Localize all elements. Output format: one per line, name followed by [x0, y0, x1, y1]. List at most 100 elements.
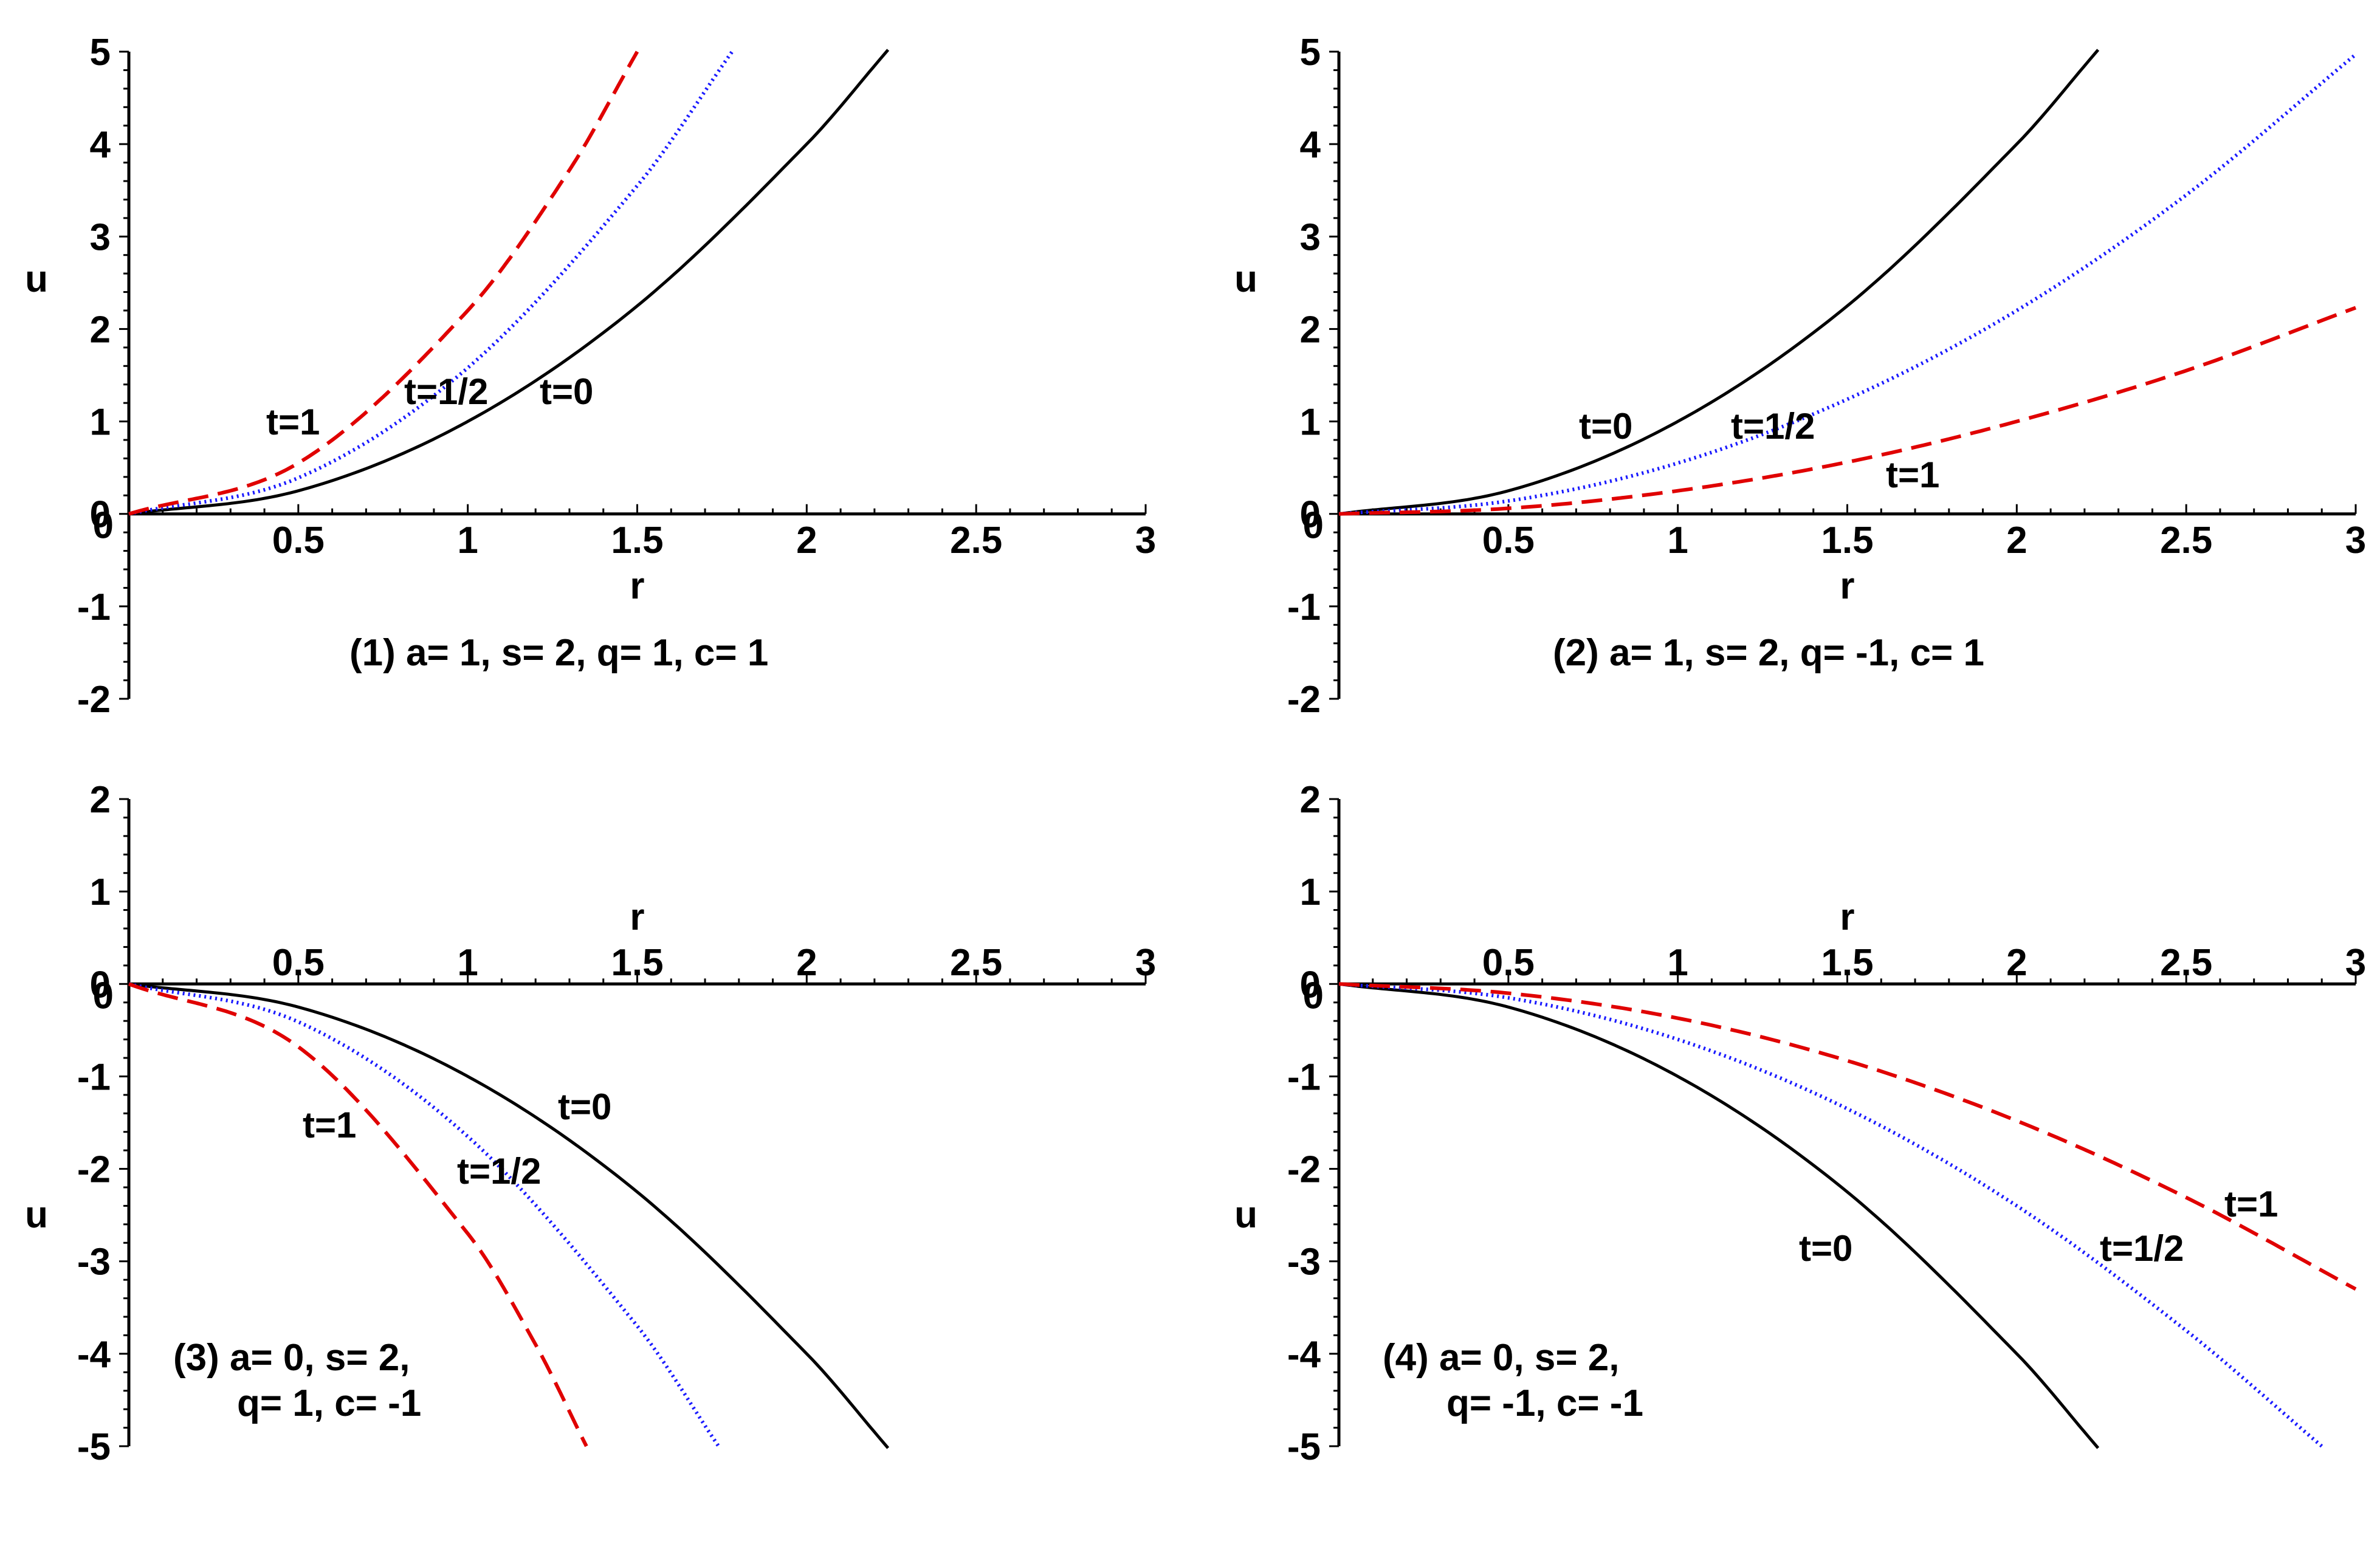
origin-label: 0 [93, 505, 114, 547]
curve-annotation: t=0 [540, 371, 593, 412]
panel-caption: (3) a= 0, s= 2, [173, 1337, 410, 1379]
x-tick-label: 1 [1667, 942, 1688, 984]
panel-caption: (4) a= 0, s= 2, [1383, 1337, 1619, 1379]
x-tick-label: 3 [1135, 520, 1156, 561]
x-tick-label: 3 [2345, 520, 2366, 561]
x-tick-label: 1 [457, 520, 478, 561]
x-tick-label: 2.5 [950, 520, 1002, 561]
x-tick-label: 0.5 [1482, 520, 1535, 561]
series-line-t1-2 [1338, 982, 2323, 1448]
x-tick-label: 1 [1667, 520, 1688, 561]
y-tick-label: 2 [90, 779, 111, 821]
x-tick-label: 2 [2006, 520, 2027, 561]
curve-annotation: t=1 [303, 1105, 356, 1145]
y-tick-label: 0 [1300, 494, 1321, 536]
x-tick-label: 3 [2345, 942, 2366, 984]
panel-caption: q= 1, c= -1 [237, 1382, 421, 1424]
series-line-t1-2 [128, 982, 720, 1447]
x-tick-label: 3 [1135, 942, 1156, 984]
curve-annotation: t=1/2 [404, 371, 488, 412]
panel-caption: (2) a= 1, s= 2, q= -1, c= 1 [1553, 632, 1984, 674]
x-tick-label: 1.5 [611, 942, 663, 984]
x-tick-label: 2.5 [2160, 942, 2212, 984]
panel-1-chart: 5 4 3 2 1 0 -1 -2 0.5 1 1.5 2 2.5 3 0 r u t=1 t=1/2 t=0 (1) … [25, 32, 1156, 721]
curve-annotation: t=1/2 [1731, 406, 1815, 447]
x-tick-label: 0.5 [1482, 942, 1535, 984]
y-tick-label: 2 [1300, 309, 1321, 351]
x-axis-label: r [1840, 565, 1854, 607]
y-tick-label: 4 [90, 124, 111, 166]
y-tick-label: 2 [90, 309, 111, 351]
y-tick-label: -2 [77, 1149, 111, 1191]
x-tick-label: 0.5 [272, 942, 325, 984]
y-tick-label: -3 [1287, 1241, 1321, 1283]
y-tick-label: -2 [1287, 1149, 1321, 1191]
panel-2-chart: 5 4 3 2 1 0 -1 -2 0.5 1 1.5 2 2.5 3 0 r u t=0 t=1/2 t=1 (2) … [1234, 32, 2366, 721]
y-tick-label: -1 [77, 1056, 111, 1098]
origin-label: 0 [93, 975, 114, 1017]
origin-label: 0 [1303, 505, 1324, 547]
curve-annotation: t=1 [1886, 455, 1939, 495]
y-tick-label: 3 [1300, 216, 1321, 258]
series-line-t0 [1338, 982, 2100, 1449]
x-tick-label: 2 [796, 942, 817, 984]
y-tick-label: -1 [77, 586, 111, 628]
x-tick-label: 1.5 [611, 520, 663, 561]
y-tick-label: 1 [1300, 871, 1321, 913]
panel-caption: (1) a= 1, s= 2, q= 1, c= 1 [349, 632, 768, 674]
curve-annotation: t=0 [1799, 1228, 1852, 1269]
curve-annotation: t=0 [1579, 406, 1632, 447]
y-axis-label: u [1234, 258, 1257, 300]
curve-annotation: t=1/2 [2100, 1228, 2184, 1269]
y-tick-label: -3 [77, 1241, 111, 1283]
x-axis-label: r [1840, 896, 1854, 938]
x-tick-label: 2 [2006, 942, 2027, 984]
y-tick-label: 0 [1300, 964, 1321, 1006]
y-tick-label: 3 [90, 216, 111, 258]
y-tick-label: -5 [77, 1426, 111, 1468]
series-line-t0 [1338, 49, 2100, 516]
series-line-t0 [128, 49, 890, 516]
y-tick-label: 4 [1300, 124, 1321, 166]
y-tick-label: 1 [90, 871, 111, 913]
series-line-t1 [1338, 982, 2357, 1291]
x-tick-label: 2.5 [2160, 520, 2212, 561]
series-line-t1 [1338, 306, 2357, 516]
y-tick-label: -2 [77, 679, 111, 721]
x-axis-label: r [630, 896, 644, 938]
origin-label: 0 [1303, 975, 1324, 1017]
y-tick-label: -1 [1287, 1056, 1321, 1098]
x-axis-label: r [630, 565, 644, 607]
y-tick-label: 5 [90, 32, 111, 74]
curve-annotation: t=1 [266, 402, 320, 442]
y-axis-label: u [1234, 1194, 1257, 1236]
x-tick-label: 1 [457, 942, 478, 984]
y-tick-label: 1 [1300, 402, 1321, 444]
series-line-t0 [128, 982, 890, 1449]
y-tick-label: -4 [1287, 1334, 1321, 1376]
curve-annotation: t=1 [2224, 1184, 2278, 1224]
series-line-t1-2 [1338, 53, 2357, 516]
y-tick-label: 1 [90, 402, 111, 444]
x-tick-label: 2.5 [950, 942, 1002, 984]
panel-3-chart: 2 1 0 -1 -2 -3 -4 -5 0.5 1 1.5 2 2.5 3 0 r u t=0 t=1 t=1/2 (… [25, 779, 1156, 1468]
y-axis-label: u [25, 258, 48, 300]
y-tick-label: 5 [1300, 32, 1321, 74]
curve-annotation: t=0 [558, 1086, 611, 1127]
series-line-t1 [128, 982, 588, 1447]
y-tick-label: -5 [1287, 1426, 1321, 1468]
panel-caption: q= -1, c= -1 [1446, 1382, 1643, 1424]
x-tick-label: 1.5 [1821, 942, 1873, 984]
x-tick-label: 0.5 [272, 520, 325, 561]
series-line-t1 [128, 50, 639, 516]
y-tick-label: 0 [90, 964, 111, 1006]
y-tick-label: 2 [1300, 779, 1321, 821]
y-tick-label: 0 [90, 494, 111, 536]
y-tick-label: -2 [1287, 679, 1321, 721]
y-tick-label: -4 [77, 1334, 111, 1376]
series-line-t1-2 [128, 50, 734, 516]
curve-annotation: t=1/2 [457, 1151, 541, 1192]
y-axis-label: u [25, 1194, 48, 1236]
y-tick-label: -1 [1287, 586, 1321, 628]
